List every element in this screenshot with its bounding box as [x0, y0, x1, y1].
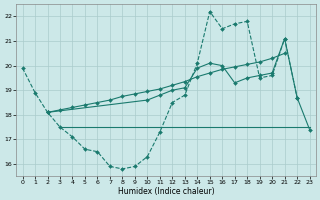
X-axis label: Humidex (Indice chaleur): Humidex (Indice chaleur)	[118, 187, 214, 196]
